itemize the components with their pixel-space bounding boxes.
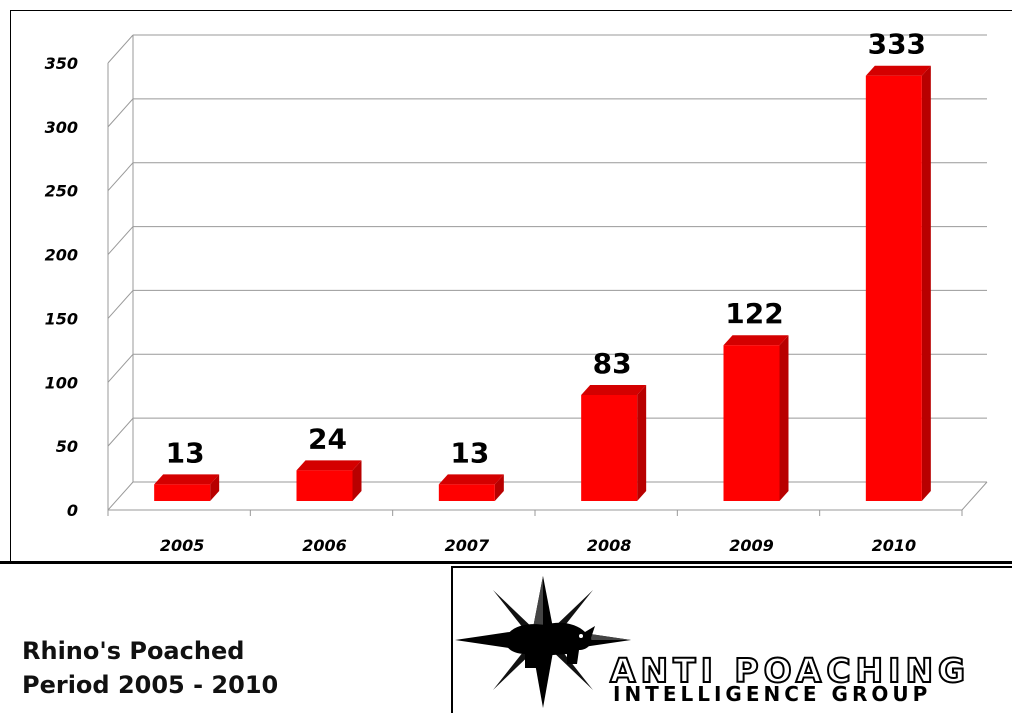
x-tick-label: 2008 (587, 536, 632, 555)
grid-diagonal (107, 162, 134, 192)
data-label: 13 (450, 436, 489, 469)
y-tick-label: 50 (56, 437, 78, 456)
grid-diagonal (107, 290, 134, 319)
x-tick-label: 2005 (160, 536, 205, 555)
data-label: 83 (593, 347, 632, 380)
compass-star-rhino-icon (455, 576, 631, 708)
y-tick-label: 100 (45, 373, 78, 392)
bar-top (296, 460, 362, 471)
y-tick-label: 200 (45, 246, 78, 265)
bar-front (581, 394, 638, 501)
bar-top (581, 384, 647, 395)
logo-title: ANTI POACHING (609, 650, 971, 691)
bar-side (352, 460, 362, 501)
x-tick-label: 2007 (445, 536, 490, 555)
labels: 0 50 100 150 200 250 300 350 13 2005 24 2006 13 2007 8… (45, 28, 926, 555)
chart-plot: 0 50 100 150 200 250 300 350 13 2005 24 2006 13 2007 8… (45, 28, 988, 555)
y-tick-label: 150 (45, 309, 78, 328)
grid-diagonal (107, 417, 134, 447)
caption: Rhino's Poached Period 2005 - 2010 (22, 634, 278, 702)
data-label: 333 (868, 28, 926, 61)
grid-diagonal (107, 353, 134, 383)
y-tick-label: 300 (45, 118, 78, 137)
bar (723, 335, 789, 501)
y-tick-label: 0 (67, 501, 78, 520)
bar (296, 460, 362, 501)
bar-front (723, 345, 780, 501)
x-tick-label: 2009 (729, 536, 774, 555)
bar-side (210, 474, 220, 501)
logo-subtitle: INTELLIGENCE GROUP (613, 682, 932, 706)
section-divider (0, 561, 1012, 564)
caption-title: Rhino's Poached (22, 637, 245, 665)
bar (154, 474, 220, 501)
bar-front (154, 484, 211, 501)
x-tick-label: 2010 (872, 536, 917, 555)
logo-panel: ANTI POACHING INTELLIGENCE GROUP (451, 566, 1012, 713)
bar (438, 474, 504, 501)
bar (581, 384, 647, 501)
bar-side (637, 384, 647, 501)
bar-front (296, 470, 353, 501)
bar-side (921, 65, 931, 501)
bar-top (723, 335, 789, 346)
data-label: 13 (166, 436, 205, 469)
bar-top (438, 474, 504, 485)
grid-diagonal (107, 98, 134, 128)
bar (865, 65, 931, 501)
grid-diagonal (107, 34, 134, 64)
y-tick-label: 250 (45, 182, 78, 201)
bar-top (865, 65, 931, 76)
chart-border-left (10, 10, 11, 562)
floor-edge (961, 481, 988, 511)
bar-side (494, 474, 504, 501)
data-label: 122 (725, 297, 783, 330)
bar-front (438, 484, 495, 501)
grid-diagonal (107, 226, 134, 255)
chart-border-top (10, 10, 1012, 11)
bar-side (779, 335, 789, 501)
bar-chart: 0 50 100 150 200 250 300 350 13 2005 24 2006 13 2007 8… (10, 10, 1012, 562)
grid-diagonal (107, 481, 134, 511)
bar-top (154, 474, 220, 485)
grid-lines (107, 34, 987, 511)
bar-front (865, 75, 922, 501)
y-tick-label: 350 (45, 54, 78, 73)
bars (154, 65, 931, 501)
x-tick-label: 2006 (302, 536, 347, 555)
axes (107, 63, 988, 516)
data-label: 24 (308, 422, 347, 455)
caption-period: Period 2005 - 2010 (22, 671, 279, 699)
